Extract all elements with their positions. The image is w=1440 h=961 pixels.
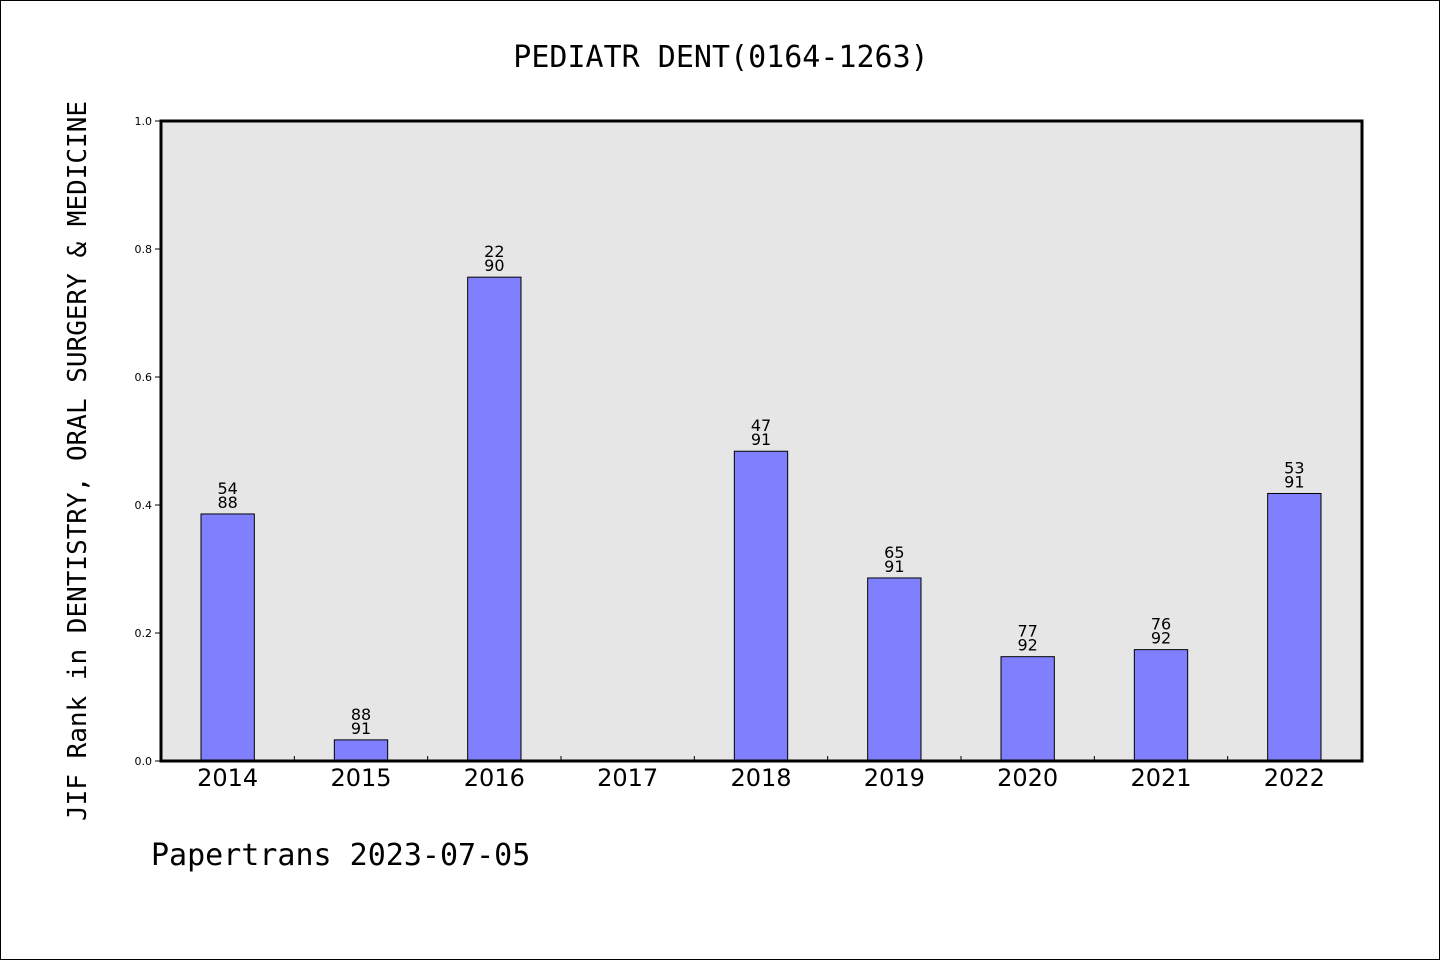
footer-text: Papertrans 2023-07-05 <box>151 838 530 873</box>
bar-total-label: 92 <box>1017 636 1037 655</box>
y-tick-label: 0.0 <box>135 755 153 768</box>
bar-rank-label: 47 <box>751 416 771 435</box>
x-tick-label: 2015 <box>330 764 391 792</box>
bar <box>1000 656 1055 762</box>
chart-title: PEDIATR DENT(0164-1263) <box>513 40 928 75</box>
x-tick-label: 2014 <box>197 764 258 792</box>
bar <box>867 577 922 762</box>
bar-rank-label: 77 <box>1017 622 1037 641</box>
x-tick-label: 2018 <box>730 764 791 792</box>
bar-rank-label: 22 <box>484 242 504 261</box>
bar-total-label: 91 <box>1284 472 1304 491</box>
bar <box>200 513 255 762</box>
bar-total-label: 90 <box>484 256 504 275</box>
x-tick-label: 2019 <box>864 764 925 792</box>
bar-total-label: 91 <box>351 719 371 738</box>
plot-border <box>159 119 1364 763</box>
y-axis-label: JIF Rank in DENTISTRY, ORAL SURGERY & ME… <box>63 101 93 821</box>
y-tick-label: 0.6 <box>135 371 153 384</box>
bar-rank-label: 53 <box>1284 458 1304 477</box>
y-tick-label: 0.8 <box>135 243 153 256</box>
bar-total-label: 88 <box>217 493 237 512</box>
bar <box>1133 649 1189 762</box>
bar-rank-label: 54 <box>217 479 237 498</box>
x-tick-label: 2020 <box>997 764 1058 792</box>
y-tick-label: 0.4 <box>135 499 153 512</box>
x-tick-label: 2021 <box>1130 764 1191 792</box>
bar <box>1267 492 1322 762</box>
x-axis-ticks: 2014 2015 2016 2017 2018 2019 2020 2021 2022 <box>197 756 1325 792</box>
y-tick-label: 1.0 <box>135 115 153 128</box>
y-axis-ticks: 0.0 0.2 0.4 0.6 0.8 1.0 <box>135 115 161 768</box>
x-tick-label: 2022 <box>1264 764 1325 792</box>
bar <box>733 450 789 762</box>
bar <box>333 739 389 762</box>
bar-total-label: 91 <box>751 430 771 449</box>
y-tick-label: 0.2 <box>135 627 153 640</box>
bar-total-label: 91 <box>884 557 904 576</box>
x-tick-label: 2017 <box>597 764 658 792</box>
bar-rank-label: 65 <box>884 543 904 562</box>
bar <box>467 276 522 762</box>
bar-rank-label: 88 <box>351 705 371 724</box>
bar-rank-label: 76 <box>1151 615 1171 634</box>
x-tick-label: 2016 <box>464 764 525 792</box>
bar-total-label: 92 <box>1151 629 1171 648</box>
